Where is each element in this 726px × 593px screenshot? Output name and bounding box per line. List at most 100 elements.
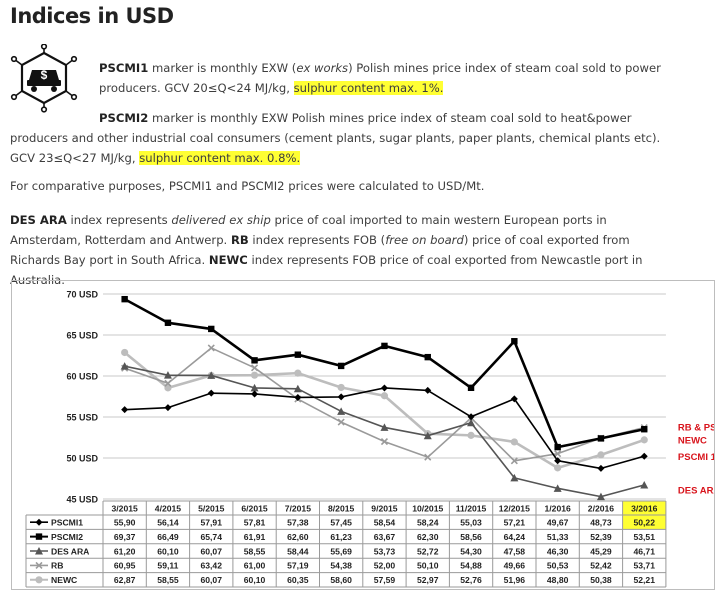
data-point <box>294 393 302 401</box>
data-point <box>207 371 216 379</box>
legend-label: RB <box>51 561 63 571</box>
data-label: 51,33 <box>547 532 569 542</box>
delivered-ex-ship-term: delivered ex ship <box>171 213 271 227</box>
data-point <box>553 484 562 492</box>
data-label: 65,74 <box>200 532 222 542</box>
ex-works-term: ex works <box>296 61 349 75</box>
data-label: 56,14 <box>157 518 179 528</box>
data-label: 52,39 <box>590 532 612 542</box>
x-tick-label: 4/2015 <box>155 504 182 514</box>
data-label: 64,24 <box>504 532 526 542</box>
data-point <box>35 518 43 526</box>
data-label: 61,00 <box>244 561 266 571</box>
data-label: 52,21 <box>633 575 655 585</box>
data-point <box>511 338 518 345</box>
legend-key <box>30 576 48 584</box>
x-tick-label: 9/2015 <box>371 504 398 514</box>
data-point <box>294 369 302 377</box>
data-label: 54,30 <box>460 546 482 556</box>
data-label: 55,03 <box>460 518 482 528</box>
data-label: 47,58 <box>504 546 526 556</box>
data-point <box>337 418 345 426</box>
data-label: 49,66 <box>504 561 526 571</box>
data-label: 62,30 <box>417 532 439 542</box>
data-point <box>35 533 43 540</box>
data-label: 48,80 <box>547 575 569 585</box>
data-label: 58,55 <box>157 575 179 585</box>
free-on-board-term: free on board <box>385 233 464 247</box>
data-point <box>554 443 561 451</box>
data-point <box>250 383 259 392</box>
data-label: 57,91 <box>200 518 222 528</box>
data-point <box>424 353 431 361</box>
data-point <box>380 423 389 431</box>
data-point <box>337 407 346 415</box>
data-point <box>597 435 605 442</box>
data-label: 58,55 <box>244 546 266 556</box>
data-point <box>467 384 475 392</box>
data-point <box>337 393 345 401</box>
series-newc <box>121 348 648 472</box>
data-label: 54,38 <box>330 561 352 571</box>
data-label: 52,00 <box>374 561 396 571</box>
data-point <box>380 384 388 392</box>
data-label: 60,35 <box>287 575 309 585</box>
x-tick-label: 3/2015 <box>112 504 139 514</box>
annotation-label: PSCMI 1 <box>678 452 714 463</box>
rb-term: RB <box>230 233 249 247</box>
annotation-label: DES ARA <box>678 485 714 496</box>
data-point <box>381 342 388 350</box>
data-label: 53,51 <box>633 532 655 542</box>
data-point <box>337 383 345 392</box>
x-tick-label: 6/2015 <box>241 504 268 514</box>
data-label: 55,90 <box>114 518 136 528</box>
legend-key <box>30 561 48 569</box>
data-label: 60,10 <box>157 546 179 556</box>
data-point <box>640 480 649 489</box>
series-line <box>124 347 645 462</box>
data-point <box>163 371 172 379</box>
data-label: 62,60 <box>287 532 309 542</box>
data-point <box>250 364 259 372</box>
data-point <box>640 436 648 444</box>
data-label: 46,30 <box>547 546 569 556</box>
data-point <box>121 295 128 303</box>
x-tick-label: 12/2015 <box>499 504 530 514</box>
data-label: 57,45 <box>330 518 352 528</box>
data-label: 63,42 <box>200 561 222 571</box>
data-point <box>35 561 43 569</box>
rb-text-2: ) price of coal exported from Richards B… <box>10 233 630 267</box>
data-label: 61,20 <box>114 546 136 556</box>
data-point <box>467 431 475 439</box>
legend-key <box>30 547 48 555</box>
x-tick-label: 3/2016 <box>631 504 658 514</box>
data-point <box>424 453 432 461</box>
y-tick-label: 70 USD <box>66 290 98 300</box>
data-label: 57,21 <box>504 518 526 528</box>
data-point <box>554 464 562 472</box>
data-point <box>120 362 129 370</box>
des-ara-text: index represents <box>66 213 172 227</box>
data-point <box>510 457 518 465</box>
pscmi2-sulphur-highlight: sulphur content max. 0.8%. <box>139 151 301 165</box>
data-point <box>121 406 129 414</box>
highlight-cell <box>622 501 666 515</box>
y-tick-label: 55 USD <box>66 413 98 423</box>
data-label: 45,29 <box>590 546 612 556</box>
data-point <box>510 438 518 446</box>
pscmi1-text: marker is monthly EXW ( <box>148 61 297 75</box>
data-label: 50,53 <box>547 561 569 571</box>
data-label: 61,91 <box>244 532 266 542</box>
x-tick-label: 1/2016 <box>545 504 572 514</box>
data-label: 50,10 <box>417 561 439 571</box>
data-label: 69,37 <box>114 532 136 542</box>
data-label: 53,71 <box>633 561 655 571</box>
data-label: 57,81 <box>244 518 266 528</box>
data-point <box>510 473 519 482</box>
data-point <box>424 386 432 394</box>
data-label: 57,59 <box>374 575 396 585</box>
legend-label: DES ARA <box>51 546 89 556</box>
data-label: 54,88 <box>460 561 482 571</box>
data-label: 52,76 <box>460 575 482 585</box>
indices-description: DES ARA index represents delivered ex sh… <box>10 210 680 290</box>
